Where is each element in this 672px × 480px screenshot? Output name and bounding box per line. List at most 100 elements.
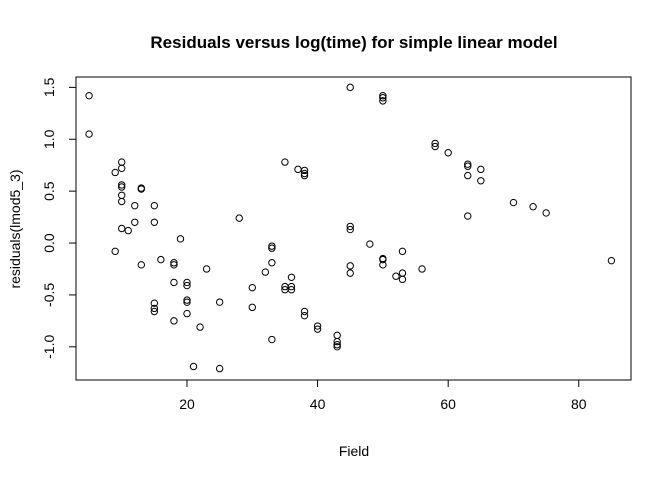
data-point bbox=[150, 299, 159, 307]
data-point bbox=[170, 278, 178, 287]
data-point bbox=[379, 94, 387, 102]
y-tick-label: -1.0 bbox=[41, 335, 57, 359]
data-point bbox=[366, 240, 374, 248]
data-point bbox=[248, 283, 256, 292]
data-point bbox=[183, 298, 191, 306]
data-point bbox=[150, 218, 159, 226]
data-point bbox=[346, 83, 354, 92]
data-point bbox=[118, 224, 126, 233]
data-point bbox=[118, 191, 126, 199]
data-point bbox=[379, 97, 387, 105]
data-point bbox=[202, 265, 211, 273]
data-point bbox=[131, 201, 139, 210]
data-point bbox=[183, 278, 191, 287]
data-point bbox=[111, 168, 119, 177]
data-point bbox=[418, 265, 426, 273]
data-point bbox=[346, 222, 354, 231]
data-point bbox=[183, 281, 191, 290]
data-point bbox=[333, 331, 341, 340]
data-point bbox=[392, 272, 400, 280]
data-point bbox=[300, 166, 309, 175]
data-point bbox=[398, 247, 407, 256]
data-point bbox=[542, 209, 550, 217]
data-point bbox=[170, 317, 178, 325]
y-tick-label: 0.0 bbox=[41, 233, 57, 253]
data-point bbox=[189, 362, 198, 371]
data-point bbox=[248, 303, 256, 312]
data-point bbox=[196, 323, 204, 331]
data-point bbox=[118, 164, 126, 173]
data-point bbox=[268, 259, 276, 267]
data-points bbox=[85, 83, 616, 373]
data-point bbox=[176, 235, 185, 243]
data-point bbox=[464, 162, 472, 170]
data-point bbox=[464, 171, 472, 180]
data-point bbox=[313, 325, 322, 333]
x-axis-label: Field bbox=[339, 443, 369, 459]
y-axis: -1.0 -0.5 0.0 0.5 1.0 1.5 bbox=[41, 77, 77, 359]
data-point bbox=[431, 142, 439, 151]
data-point bbox=[183, 296, 191, 304]
x-axis: 20 40 60 80 bbox=[179, 379, 587, 412]
data-point bbox=[118, 183, 126, 191]
data-point bbox=[268, 335, 276, 344]
data-point bbox=[607, 256, 616, 265]
data-point bbox=[294, 165, 302, 174]
data-point bbox=[477, 165, 485, 174]
data-point bbox=[287, 286, 296, 294]
data-point bbox=[398, 275, 407, 284]
y-tick-label: 1.5 bbox=[41, 77, 57, 97]
data-point bbox=[333, 337, 341, 346]
data-point bbox=[464, 160, 472, 168]
data-point bbox=[170, 261, 178, 269]
data-point bbox=[529, 203, 537, 211]
data-point bbox=[431, 139, 439, 148]
data-point bbox=[300, 169, 309, 178]
data-point bbox=[333, 343, 341, 351]
data-point bbox=[131, 218, 139, 226]
y-tick-label: 1.0 bbox=[41, 129, 57, 149]
data-point bbox=[477, 177, 485, 185]
data-point bbox=[379, 91, 387, 100]
data-point bbox=[398, 269, 407, 277]
y-tick-label: -0.5 bbox=[41, 283, 57, 307]
data-point bbox=[281, 158, 289, 166]
data-point bbox=[346, 225, 354, 234]
data-point bbox=[300, 171, 309, 180]
data-point bbox=[215, 298, 224, 306]
data-point bbox=[333, 341, 341, 349]
data-point bbox=[170, 259, 178, 267]
data-point bbox=[215, 364, 224, 373]
data-point bbox=[379, 261, 387, 269]
data-point bbox=[509, 198, 518, 207]
data-point bbox=[118, 158, 126, 166]
y-axis-label: residuals(lmod5_3) bbox=[7, 169, 23, 288]
data-point bbox=[300, 307, 309, 316]
data-point bbox=[346, 269, 354, 277]
data-point bbox=[150, 307, 159, 316]
data-point bbox=[313, 322, 322, 330]
data-point bbox=[85, 130, 93, 138]
chart-title: Residuals versus log(time) for simple li… bbox=[150, 33, 557, 52]
data-point bbox=[464, 212, 472, 220]
data-point bbox=[150, 304, 159, 313]
data-point bbox=[118, 197, 126, 206]
data-point bbox=[137, 184, 145, 192]
data-point bbox=[268, 244, 276, 252]
data-point bbox=[287, 282, 296, 291]
y-tick-label: 0.5 bbox=[41, 181, 57, 201]
data-point bbox=[183, 309, 191, 318]
data-point bbox=[346, 262, 354, 270]
data-point bbox=[137, 261, 145, 269]
data-point bbox=[150, 201, 159, 210]
data-point bbox=[157, 255, 165, 264]
x-tick-label: 60 bbox=[440, 396, 456, 412]
data-point bbox=[287, 273, 296, 281]
x-tick-label: 20 bbox=[179, 396, 195, 412]
data-point bbox=[111, 247, 119, 256]
data-point bbox=[118, 181, 126, 189]
data-point bbox=[235, 214, 243, 222]
data-point bbox=[268, 242, 276, 250]
data-point bbox=[379, 255, 387, 264]
